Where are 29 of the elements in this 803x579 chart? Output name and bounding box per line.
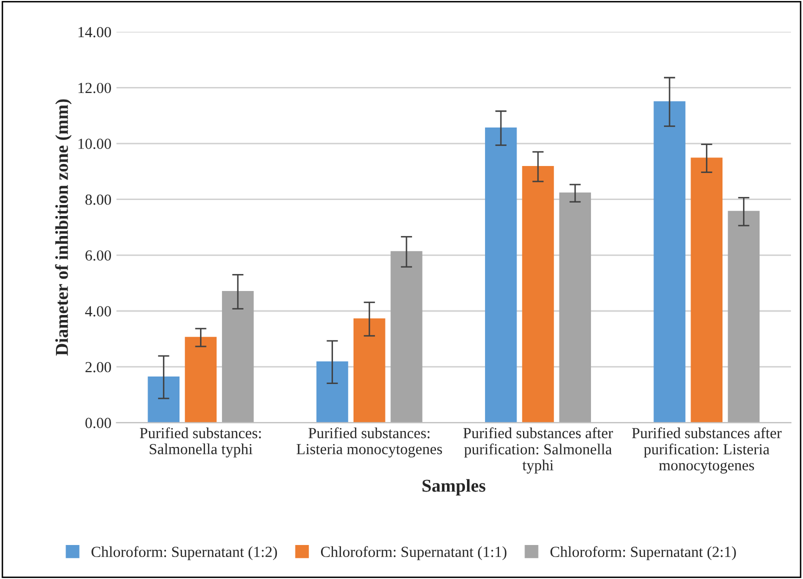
x-tick-label: Purified substances: Listeria monocytogenes bbox=[296, 427, 442, 458]
bar bbox=[222, 291, 254, 423]
bar bbox=[728, 210, 760, 423]
bar bbox=[690, 158, 723, 423]
bar bbox=[522, 166, 554, 423]
bar bbox=[354, 318, 386, 423]
bar bbox=[148, 376, 180, 423]
y-tick-label: 8.00 bbox=[85, 194, 111, 205]
bar bbox=[184, 336, 217, 423]
bar bbox=[485, 127, 517, 423]
legend-label: Chloroform: Supernatant (2:1) bbox=[550, 546, 736, 560]
bar bbox=[559, 192, 591, 423]
bar bbox=[316, 361, 348, 423]
y-tick-label: 6.00 bbox=[85, 250, 111, 261]
x-axis-title: Samples bbox=[422, 479, 486, 496]
y-tick-label: 4.00 bbox=[85, 306, 111, 317]
x-tick-label: Purified substances after purification: Listeria monocytogenes bbox=[632, 427, 782, 474]
y-axis-title: Diameter of inhibition zone (mm) bbox=[55, 99, 72, 356]
legend-label: Chloroform: Supernatant (1:1) bbox=[321, 546, 506, 560]
x-tick-label: Purified substances after purification: Salmonella typhi bbox=[463, 427, 613, 474]
y-tick-label: 12.00 bbox=[78, 82, 111, 94]
x-tick-label: Purified substances: Salmonella typhi bbox=[140, 427, 261, 458]
y-tick-label: 0.00 bbox=[85, 418, 111, 428]
legend-label: Chloroform: Supernatant (1:2) bbox=[92, 546, 277, 560]
bar bbox=[390, 251, 422, 423]
y-tick-label: 2.00 bbox=[86, 362, 111, 372]
y-tick-label: 10.00 bbox=[78, 138, 111, 150]
y-tick-label: 14.00 bbox=[78, 26, 111, 38]
bar bbox=[654, 101, 686, 423]
